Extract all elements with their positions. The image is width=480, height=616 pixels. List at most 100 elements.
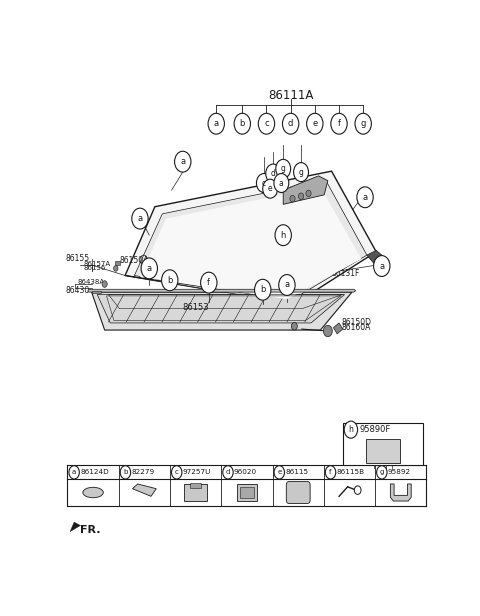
Text: 86438A: 86438A <box>78 279 105 285</box>
Text: a: a <box>147 264 152 273</box>
Text: a: a <box>379 262 384 270</box>
Text: c: c <box>175 469 179 476</box>
Circle shape <box>223 466 233 479</box>
Circle shape <box>69 466 79 479</box>
Text: a: a <box>214 120 219 128</box>
Circle shape <box>120 466 131 479</box>
Polygon shape <box>92 292 352 330</box>
Circle shape <box>294 163 309 182</box>
Text: b: b <box>260 285 265 294</box>
Circle shape <box>306 190 311 197</box>
Circle shape <box>114 265 118 271</box>
Text: f: f <box>329 469 332 476</box>
Text: 86160A: 86160A <box>342 323 371 332</box>
Text: c: c <box>262 179 266 187</box>
Circle shape <box>141 258 157 279</box>
Text: a: a <box>284 280 289 290</box>
Circle shape <box>254 279 271 300</box>
Ellipse shape <box>83 487 103 498</box>
Circle shape <box>354 486 361 495</box>
Circle shape <box>256 174 271 192</box>
Polygon shape <box>390 484 411 501</box>
Text: d: d <box>288 120 293 128</box>
Polygon shape <box>140 187 361 299</box>
Circle shape <box>201 272 217 293</box>
Circle shape <box>162 270 178 291</box>
Text: 86155: 86155 <box>66 254 90 263</box>
Circle shape <box>325 466 336 479</box>
Text: e: e <box>268 184 273 193</box>
Circle shape <box>373 256 390 277</box>
Circle shape <box>208 113 225 134</box>
Text: d: d <box>271 169 276 178</box>
Text: f: f <box>207 278 210 287</box>
Text: 86150D: 86150D <box>342 318 372 328</box>
Text: a: a <box>362 193 368 202</box>
Circle shape <box>291 322 297 330</box>
Bar <box>366 439 400 463</box>
Circle shape <box>258 113 275 134</box>
Polygon shape <box>125 275 294 304</box>
Text: 86150A: 86150A <box>120 256 149 265</box>
Bar <box>237 484 257 501</box>
Circle shape <box>263 179 277 198</box>
Text: b: b <box>123 469 128 476</box>
Polygon shape <box>367 250 389 269</box>
Text: 86115: 86115 <box>285 469 308 476</box>
Circle shape <box>279 275 295 296</box>
Polygon shape <box>92 291 101 293</box>
Circle shape <box>276 160 290 178</box>
Text: 86115B: 86115B <box>336 469 365 476</box>
Text: a: a <box>72 469 76 476</box>
Text: 86131F: 86131F <box>332 269 360 278</box>
Text: 95892: 95892 <box>388 469 411 476</box>
Text: g: g <box>299 168 303 177</box>
Polygon shape <box>70 522 81 532</box>
Text: 97257U: 97257U <box>183 469 211 476</box>
Circle shape <box>275 225 291 246</box>
Text: c: c <box>264 120 269 128</box>
Text: f: f <box>337 120 340 128</box>
Circle shape <box>102 281 107 287</box>
Text: 86156: 86156 <box>83 265 106 272</box>
Text: h: h <box>280 230 286 240</box>
Circle shape <box>282 113 299 134</box>
Text: a: a <box>180 157 185 166</box>
Text: a: a <box>137 214 143 223</box>
Polygon shape <box>97 294 345 323</box>
Circle shape <box>132 208 148 229</box>
Bar <box>343 423 423 465</box>
Text: e: e <box>277 469 281 476</box>
Text: h: h <box>348 425 353 434</box>
Text: b: b <box>240 120 245 128</box>
Circle shape <box>299 193 304 200</box>
Text: e: e <box>312 120 317 128</box>
Circle shape <box>234 113 251 134</box>
Circle shape <box>266 164 281 183</box>
Text: 82279: 82279 <box>132 469 155 476</box>
Circle shape <box>331 113 347 134</box>
Circle shape <box>324 325 332 337</box>
Bar <box>184 484 207 501</box>
Bar <box>240 487 253 498</box>
Circle shape <box>175 152 191 172</box>
Text: g: g <box>360 120 366 128</box>
Text: 86111A: 86111A <box>268 89 313 102</box>
Polygon shape <box>125 171 376 304</box>
FancyBboxPatch shape <box>286 482 310 503</box>
Polygon shape <box>334 323 343 334</box>
Circle shape <box>171 466 182 479</box>
Circle shape <box>357 187 373 208</box>
Text: g: g <box>281 164 286 173</box>
Circle shape <box>307 113 323 134</box>
Text: d: d <box>226 469 230 476</box>
Circle shape <box>274 466 285 479</box>
Polygon shape <box>283 176 328 205</box>
Text: a: a <box>279 179 284 187</box>
Text: 86430: 86430 <box>66 286 90 294</box>
Text: b: b <box>167 276 172 285</box>
Circle shape <box>377 466 387 479</box>
Text: 95890F: 95890F <box>360 425 391 434</box>
Circle shape <box>355 113 372 134</box>
Text: FR.: FR. <box>81 525 101 535</box>
